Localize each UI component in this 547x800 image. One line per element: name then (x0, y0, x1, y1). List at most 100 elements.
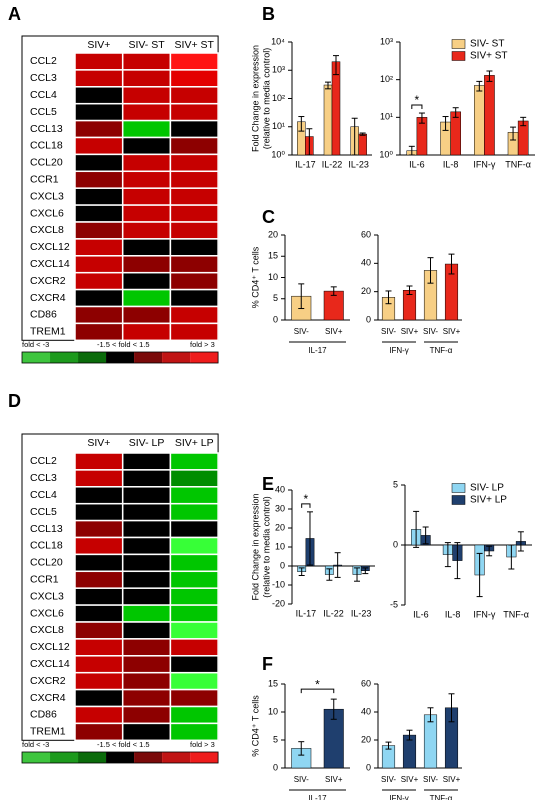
heat-cell (74, 469, 124, 488)
column-label: SIV- LP (129, 437, 165, 449)
heat-cell (74, 705, 124, 725)
heat-cell (169, 52, 219, 71)
heat-cell (121, 52, 172, 71)
x-tick-label: SIV- (423, 775, 438, 784)
heat-cell (169, 570, 219, 589)
heat-cell (74, 119, 124, 139)
y-tick-label: -5 (390, 599, 398, 609)
color-legend-label: -1.5 < fold < 1.5 (97, 740, 150, 749)
significance-mark: * (415, 93, 420, 107)
y-tick-label: 10⁰ (271, 149, 285, 159)
heat-cell (121, 705, 172, 725)
heat-cell (121, 221, 172, 240)
panel-letter: B (262, 4, 275, 24)
row-label: TREM1 (30, 326, 66, 338)
y-tick-label: 5 (273, 293, 278, 303)
legend-swatch (451, 495, 466, 505)
x-tick-label: SIV- (381, 775, 396, 784)
x-tick-label: IFN-γ (473, 609, 495, 619)
row-label: CCL18 (30, 540, 63, 552)
color-legend-label: fold < -3 (22, 740, 49, 749)
y-tick-label: 0 (366, 314, 371, 324)
x-tick-label: IL-17 (295, 159, 316, 169)
heat-cell (169, 688, 219, 708)
heat-cell (121, 322, 172, 342)
heat-cell (121, 722, 172, 742)
heat-cell (169, 69, 219, 88)
heat-cell (121, 621, 172, 640)
bar (423, 714, 438, 769)
y-tick-label: 20 (275, 522, 285, 532)
row-label: CD86 (30, 709, 57, 721)
y-tick-label: 10 (268, 272, 278, 282)
heat-cell (169, 502, 219, 522)
group-label: TNF-α (430, 794, 453, 800)
heat-cell (121, 255, 172, 274)
color-legend-swatch (78, 752, 107, 763)
row-label: CD86 (30, 309, 57, 321)
color-legend-swatch (134, 352, 163, 363)
y-tick-label: 20 (268, 229, 278, 239)
color-legend-swatch (190, 352, 219, 363)
heat-cell (169, 638, 219, 657)
x-tick-label: IL-6 (409, 159, 425, 169)
heat-cell (121, 519, 172, 539)
row-label: CXCL12 (30, 641, 70, 653)
row-label: CXCL6 (30, 207, 64, 219)
color-legend-swatch (134, 752, 163, 763)
legend-swatch (451, 483, 466, 493)
x-tick-label: TNF-α (503, 609, 529, 619)
row-label: CCL4 (30, 489, 57, 501)
row-label: CXCL8 (30, 224, 64, 236)
y-tick-label: 5 (273, 734, 278, 744)
color-legend-swatch (22, 752, 51, 763)
heat-cell (74, 288, 124, 308)
color-legend-label: -1.5 < fold < 1.5 (97, 340, 150, 349)
significance-bracket (300, 688, 335, 694)
row-label: CCL5 (30, 506, 57, 518)
y-axis-label: Fold Change in expression (250, 493, 260, 600)
row-label: CXCL3 (30, 590, 64, 602)
significance-bracket (301, 503, 311, 508)
color-legend-swatch (50, 352, 79, 363)
row-label: CCL3 (30, 72, 57, 84)
legend-swatch (451, 39, 466, 49)
heat-cell (169, 655, 219, 674)
y-tick-label: 40 (275, 484, 285, 494)
heat-cell (74, 153, 124, 173)
y-tick-label: 15 (268, 678, 278, 688)
group-label: TNF-α (430, 346, 453, 355)
heat-cell (121, 204, 172, 223)
heat-cell (74, 102, 124, 122)
heat-cell (74, 238, 124, 257)
y-axis-label: (relative to media control) (261, 496, 271, 598)
x-tick-label: IL-17 (296, 608, 317, 618)
heat-cell (169, 305, 219, 325)
y-tick-label: 5 (393, 479, 398, 489)
y-tick-label: 0 (280, 560, 285, 570)
heat-cell (169, 86, 219, 105)
row-label: CCL18 (30, 140, 63, 152)
heat-cell (121, 136, 172, 156)
y-tick-label: 40 (361, 258, 371, 268)
color-legend-swatch (78, 352, 107, 363)
heat-cell (74, 86, 124, 105)
heat-cell (169, 255, 219, 274)
color-legend-swatch (162, 752, 191, 763)
heat-cell (74, 187, 124, 206)
y-tick-label: 0 (366, 762, 371, 772)
heat-cell (74, 69, 124, 88)
heat-cell (121, 486, 172, 505)
y-tick-label: 15 (268, 251, 278, 261)
row-label: TREM1 (30, 726, 66, 738)
row-label: CXCL14 (30, 658, 70, 670)
heat-cell (74, 536, 124, 556)
row-label: CCR1 (30, 574, 59, 586)
heat-cell (74, 486, 124, 505)
row-label: CXCR4 (30, 292, 66, 304)
y-tick-label: -20 (272, 598, 285, 608)
significance-mark: * (315, 677, 320, 691)
bar (450, 111, 461, 156)
column-label: SIV- ST (128, 39, 165, 51)
heat-cell (121, 452, 172, 471)
